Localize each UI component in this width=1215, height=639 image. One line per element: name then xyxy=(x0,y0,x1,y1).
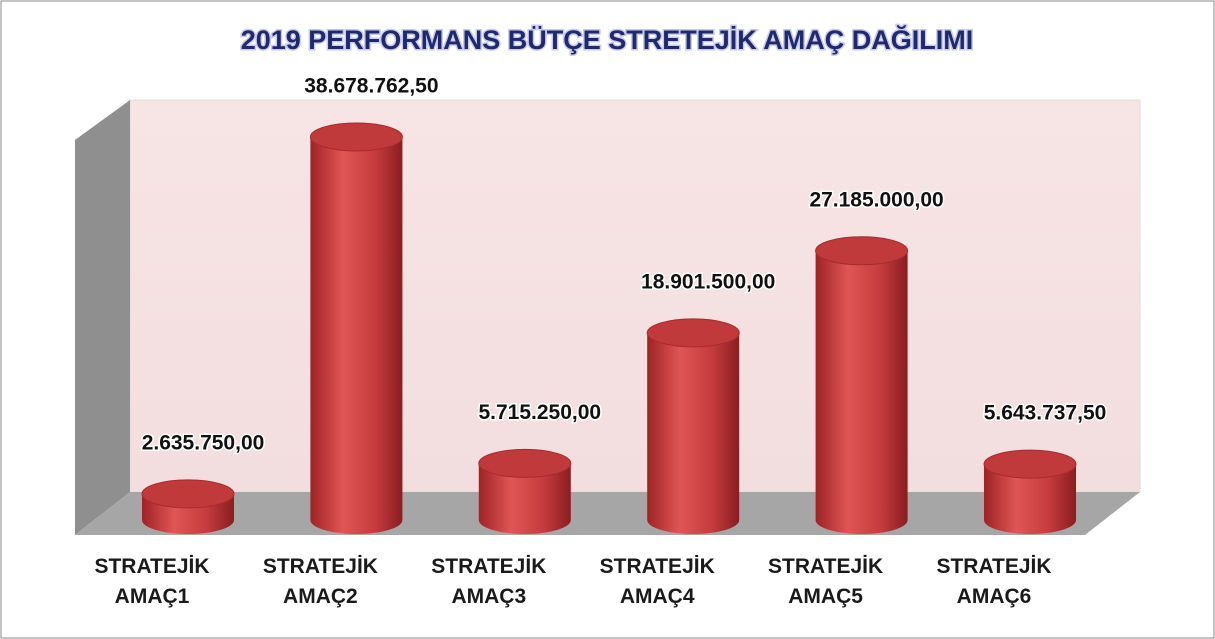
x-tick-label: STRATEJİK AMAÇ1 xyxy=(94,555,210,608)
cylinder-body xyxy=(647,332,740,535)
cylinder-top xyxy=(141,479,235,509)
floor xyxy=(75,492,1140,535)
cylinder xyxy=(646,318,740,535)
cylinder xyxy=(815,236,909,535)
cylinder-body xyxy=(310,137,403,535)
x-tick-label: STRATEJİK AMAÇ3 xyxy=(431,555,547,608)
cylinder xyxy=(478,448,572,535)
cylinder-body xyxy=(984,464,1076,534)
back-wall xyxy=(129,99,1141,493)
cylinder-top xyxy=(309,122,403,152)
value-label: 2.635.750,00 xyxy=(142,431,265,454)
chart-title: 2019 PERFORMANS BÜTÇE STRETEJİK AMAÇ DAĞ… xyxy=(241,24,974,55)
x-tick-label: STRATEJİK AMAÇ5 xyxy=(768,555,884,608)
value-label: 27.185.000,00 xyxy=(809,188,943,211)
cylinder-top xyxy=(646,318,740,348)
cylinder-body xyxy=(815,250,908,535)
value-label: 38.678.762,50 xyxy=(304,75,438,98)
x-tick-label: STRATEJİK AMAÇ6 xyxy=(936,555,1052,608)
cylinder xyxy=(309,122,403,535)
cylinder-top xyxy=(815,236,909,266)
cylinder xyxy=(983,449,1077,534)
value-label: 18.901.500,00 xyxy=(641,270,775,293)
cylinder-top xyxy=(478,448,572,478)
x-tick-label: STRATEJİK AMAÇ2 xyxy=(262,555,378,608)
cylinder-top xyxy=(983,449,1077,479)
x-tick-label: STRATEJİK AMAÇ4 xyxy=(599,555,715,608)
cylinder xyxy=(141,479,235,534)
value-label: 5.715.250,00 xyxy=(478,401,601,424)
cylinder-body xyxy=(478,463,571,535)
side-wall xyxy=(75,100,130,535)
value-label: 5.643.737,50 xyxy=(984,402,1107,425)
